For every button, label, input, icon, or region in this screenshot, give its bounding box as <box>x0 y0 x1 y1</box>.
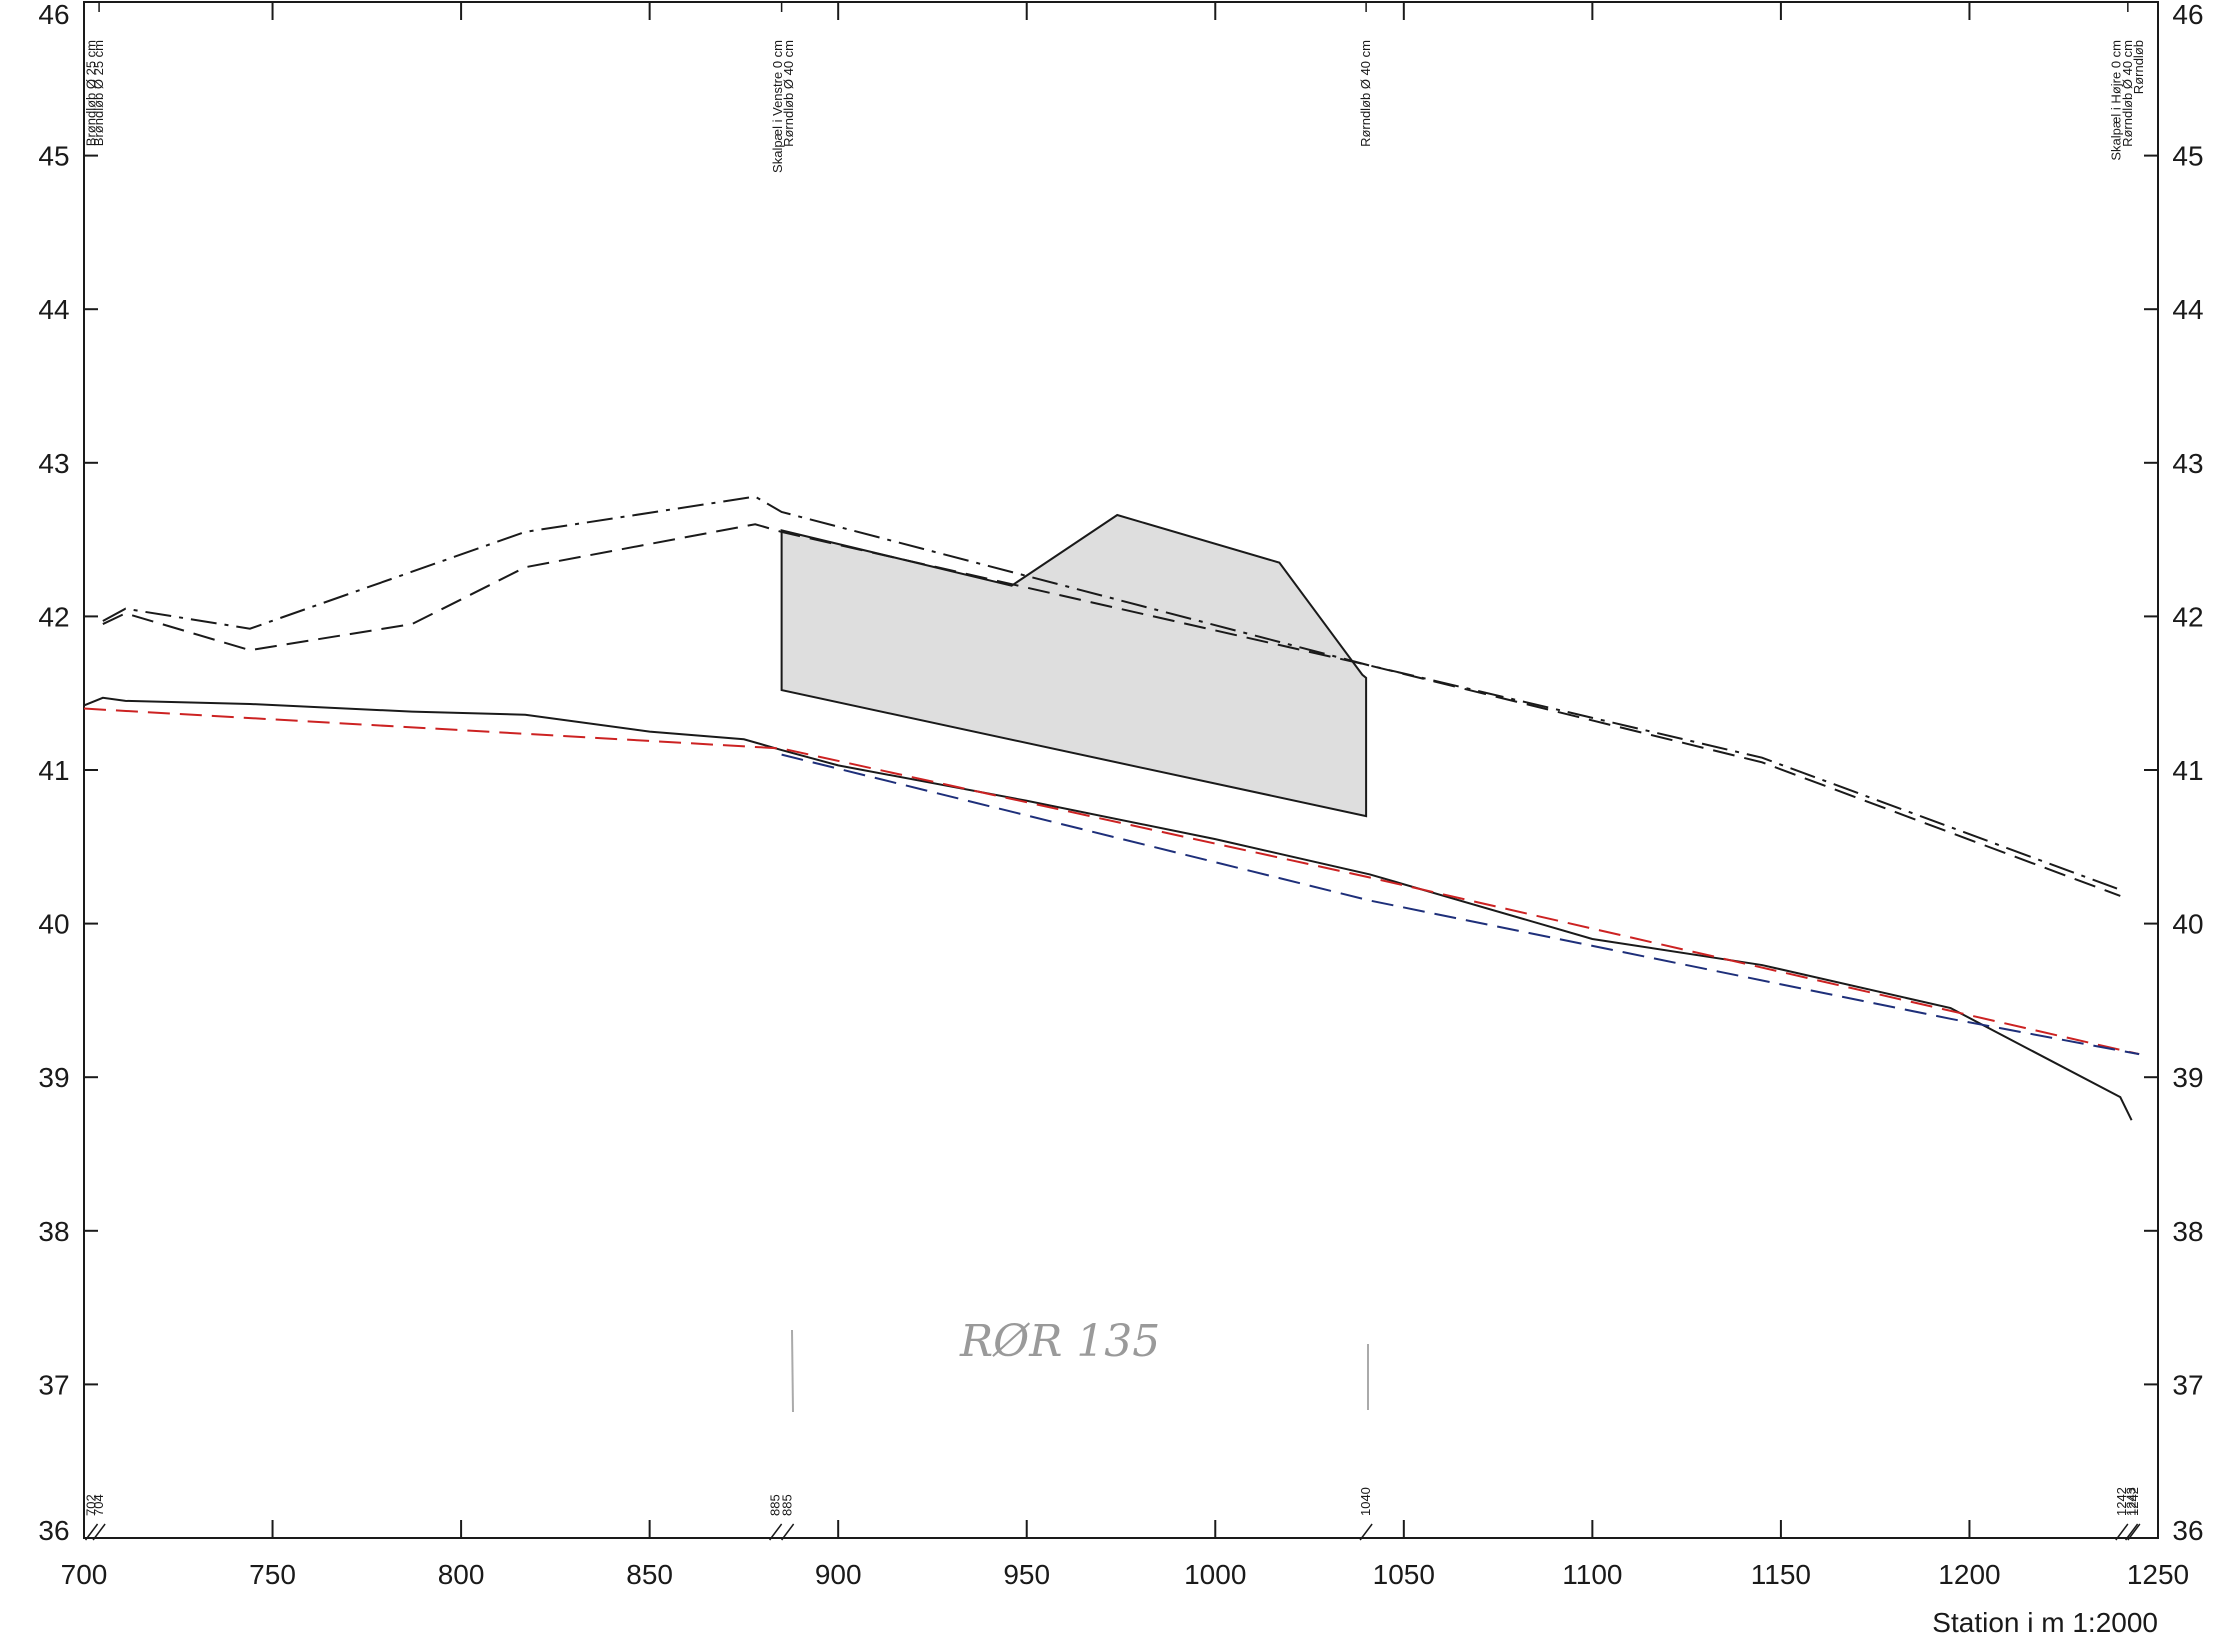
series-line-5 <box>781 753 2140 1056</box>
station-tick <box>2125 1523 2139 1541</box>
y-tick-label-right: 46 <box>2172 0 2203 30</box>
station-tick <box>769 1523 783 1541</box>
handwritten-mark <box>791 1329 794 1413</box>
x-tick-label: 1200 <box>1938 1559 2000 1590</box>
x-axis-title: Station i m 1:2000 <box>1932 1607 2158 1638</box>
y-tick-label-left: 45 <box>38 141 69 172</box>
station-tick <box>2115 1523 2129 1541</box>
x-tick-label: 1100 <box>1562 1559 1622 1590</box>
x-tick-label: 1150 <box>1751 1559 1811 1590</box>
y-tick-label-left: 43 <box>38 448 69 479</box>
y-tick-label-left: 40 <box>38 909 69 940</box>
annotation-label: Brøndløb Ø 25 cm <box>91 40 106 146</box>
x-tick-label: 1050 <box>1373 1559 1435 1590</box>
station-label: 885 <box>768 1494 783 1516</box>
y-tick-label-right: 38 <box>2172 1216 2203 1247</box>
station-tick <box>1359 1523 1373 1541</box>
y-tick-label-right: 39 <box>2172 1062 2203 1093</box>
y-tick-label-right: 36 <box>2172 1515 2203 1546</box>
series-line-3 <box>83 696 2133 1121</box>
y-tick-label-left: 41 <box>38 755 69 786</box>
x-tick-label: 850 <box>626 1559 673 1590</box>
station-tick <box>92 1523 106 1541</box>
annotation-label: Rørndløb Ø 40 cm <box>781 40 796 147</box>
x-tick-label: 950 <box>1003 1559 1050 1590</box>
annotation-label: Rørndløb <box>2131 40 2146 94</box>
station-label: 702 <box>84 1494 99 1516</box>
series-line-4 <box>83 707 2140 1056</box>
x-tick-label: 750 <box>249 1559 296 1590</box>
x-tick-label: 1000 <box>1184 1559 1246 1590</box>
tick-layer: 700 750 800 850 900 950 1000 1050 1100 1150 1200 12… <box>38 0 2203 1590</box>
station-label: 704 <box>91 1494 106 1516</box>
y-tick-label-left: 39 <box>38 1062 69 1093</box>
annotation-label: Skalpæl i Højre 0 cm <box>2109 40 2124 161</box>
annotation-label: Skalpæl i Venstre 0 cm <box>770 40 785 173</box>
y-tick-label-right: 44 <box>2172 294 2203 325</box>
series-line-1 <box>102 495 2121 891</box>
series-line-2 <box>102 523 2121 897</box>
station-label: 1242 <box>2126 1487 2141 1516</box>
y-tick-label-right: 37 <box>2172 1369 2203 1400</box>
handwritten-note: RØR 135 <box>959 1316 1160 1367</box>
y-tick-label-left: 37 <box>38 1369 69 1400</box>
series-layer <box>83 495 2140 1121</box>
y-tick-label-left: 44 <box>38 294 69 325</box>
filled-area-layer <box>780 513 1368 818</box>
station-label: 1242 <box>2114 1487 2129 1516</box>
y-tick-label-left: 42 <box>38 601 69 632</box>
y-tick-label-left: 38 <box>38 1216 69 1247</box>
y-tick-label-right: 40 <box>2172 909 2203 940</box>
annotation-label: Brøndløb Ø 25 cm <box>84 40 99 146</box>
x-tick-label: 1250 <box>2127 1559 2189 1590</box>
annotation-label: Rørndløb Ø 40 cm <box>1358 40 1373 147</box>
station-tick <box>84 1523 99 1541</box>
y-tick-label-left: 36 <box>38 1515 69 1546</box>
station-label: 1040 <box>1358 1487 1373 1516</box>
x-tick-label: 700 <box>61 1559 108 1590</box>
station-tick <box>2127 1523 2141 1541</box>
y-tick-label-left: 46 <box>38 0 69 30</box>
station-tick <box>781 1523 795 1541</box>
station-label: 1243 <box>2124 1487 2139 1516</box>
y-tick-label-right: 41 <box>2172 755 2203 786</box>
filled-area <box>780 513 1368 818</box>
annotation-label: Rørndløb Ø 40 cm <box>2120 40 2135 147</box>
y-tick-label-right: 42 <box>2172 601 2203 632</box>
x-tick-label: 900 <box>815 1559 862 1590</box>
station-label: 885 <box>780 1494 795 1516</box>
y-tick-label-right: 43 <box>2172 448 2203 479</box>
plot-frame <box>83 1 2159 1539</box>
y-tick-label-right: 45 <box>2172 141 2203 172</box>
x-tick-label: 800 <box>438 1559 485 1590</box>
